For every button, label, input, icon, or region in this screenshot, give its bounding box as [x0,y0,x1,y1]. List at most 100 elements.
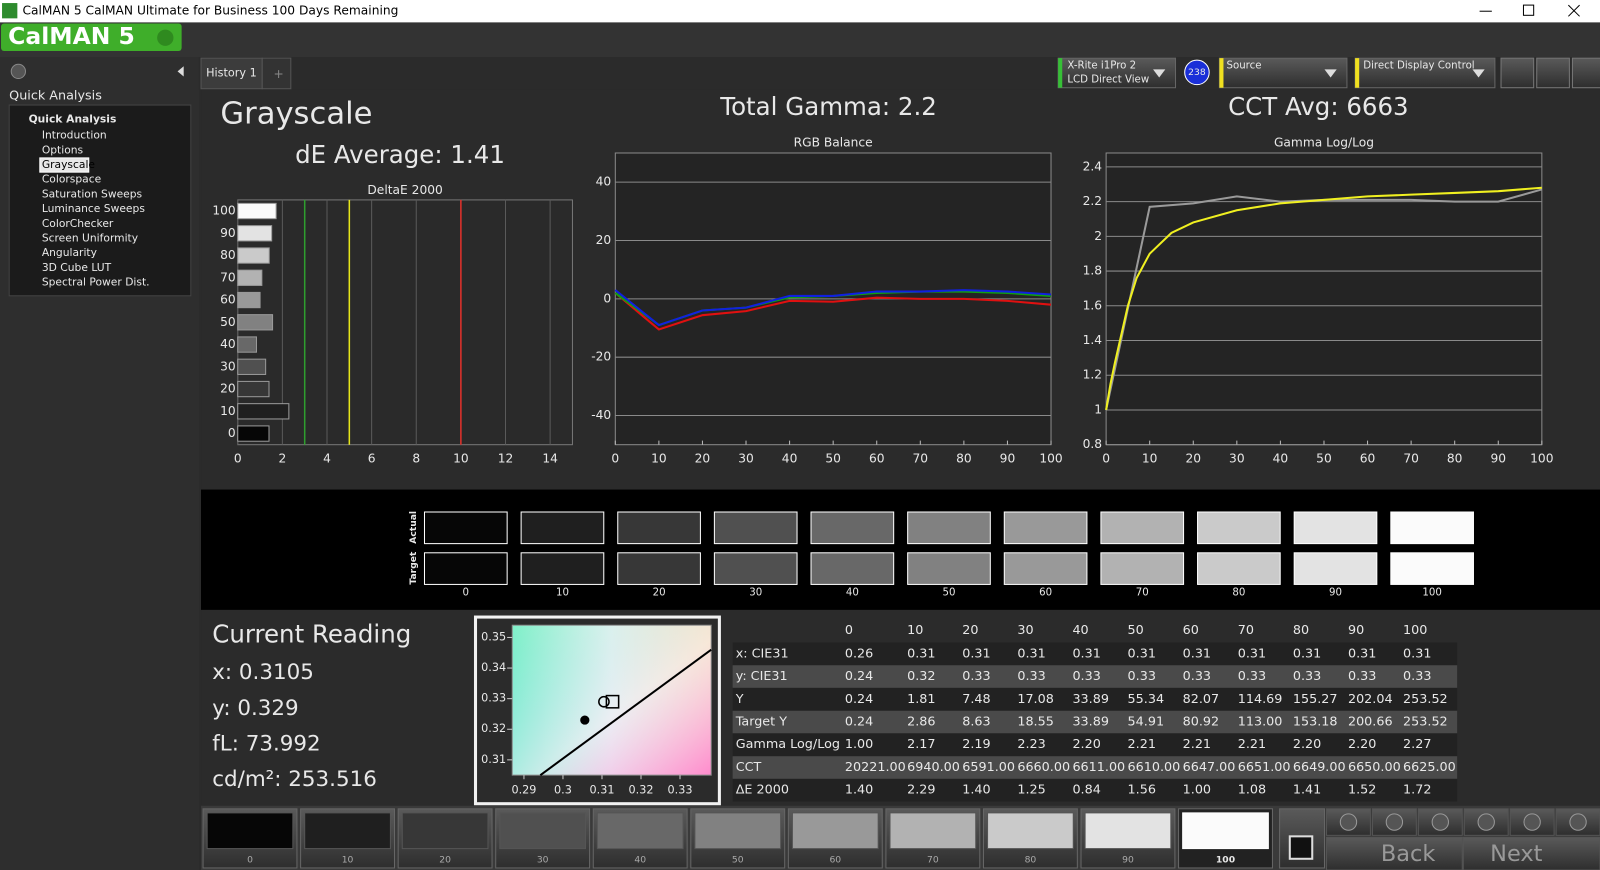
logo-text: CalMAN 5 [8,22,135,50]
x-tick-label: 0.3 [554,783,572,796]
table-cell: 0.31 [1072,646,1100,661]
tree-item[interactable]: Options [42,143,84,156]
next-button[interactable] [1462,836,1600,870]
target-swatch [520,552,605,585]
chart-title: Gamma Log/Log [1274,135,1374,149]
actual-swatch [1390,511,1474,545]
tree-item[interactable]: Colorspace [42,173,102,186]
row-label: Y [735,692,744,707]
title-bar [0,0,1600,23]
target-label: Target [408,551,419,585]
table-cell: 0.33 [1238,669,1266,684]
logo-dropdown[interactable] [157,29,174,46]
meter-badge-label: 238 [1188,67,1206,78]
bar [237,247,270,264]
table-cell: 0.26 [845,646,873,661]
table-cell: 6610.00 [1128,760,1181,775]
table-cell: 2.20 [1072,737,1100,752]
table-cell: 6625.00 [1403,760,1456,775]
previous-point [580,715,590,725]
source-select-arrow [1324,69,1337,78]
app-bar [0,22,1600,58]
swatch-strip [201,489,1600,610]
table-cell: 6649.00 [1293,760,1346,775]
window-title: CalMAN 5 CalMAN Ultimate for Business 10… [22,4,398,18]
actual-swatch [617,511,701,545]
maximize-icon[interactable] [1522,4,1535,16]
target-swatch [713,552,798,585]
table-row [732,710,1458,734]
meter-badge[interactable] [1184,59,1210,86]
table-row [732,688,1458,711]
x-tick-label: 0.32 [629,783,654,796]
actual-swatch [520,511,605,545]
table-cell: 1.00 [845,737,873,752]
bar [237,314,274,331]
tree-item[interactable]: Introduction [42,129,107,142]
row-label: x: CIE31 [736,646,789,661]
patch-label: 70 [927,854,939,865]
logo[interactable] [1,23,182,51]
actual-swatch [1293,511,1378,545]
y-tick-label: 0.34 [481,661,506,674]
table-cell: 0.31 [907,646,935,661]
tree-item[interactable]: Angularity [42,246,98,259]
next-label[interactable]: Next [1490,841,1542,867]
table-cell: 6660.00 [1017,760,1070,775]
reading-value: y: 0.329 [212,696,298,721]
table-cell: 54.91 [1128,715,1165,730]
y-tick-label: 0.33 [481,692,506,705]
table-row [732,642,1458,665]
patch-swatch [304,812,391,850]
table-cell: 0.31 [1238,646,1266,661]
settings-button[interactable] [1500,57,1535,89]
control-button[interactable] [1509,808,1555,836]
add-tab[interactable] [261,57,292,90]
back-label[interactable]: Back [1381,841,1435,867]
tree-item[interactable]: Spectral Power Dist. [42,276,150,289]
table-header: 0 [845,623,853,638]
table-cell: 0.24 [845,692,873,707]
source-select[interactable] [1218,57,1348,89]
table-row [732,779,1458,802]
tab[interactable] [200,57,263,90]
table-cell: 6591.00 [962,760,1015,775]
swatch-level: 60 [1039,588,1052,599]
tab-label[interactable]: History 1 [206,66,257,79]
close-icon[interactable] [1568,4,1580,17]
chart-title: RGB Balance [794,135,873,149]
table-cell: 20221.00 [845,760,906,775]
tree-item[interactable]: Grayscale [42,158,96,171]
x-tick-label: 70 [1403,451,1419,465]
swatch-level: 30 [749,588,762,599]
tree-item[interactable]: 3D Cube LUT [42,261,112,274]
add-tab-label[interactable]: + [273,67,283,81]
swatch-level: 90 [1329,588,1342,599]
tree-item[interactable]: Luminance Sweeps [42,202,145,215]
tree-item[interactable]: Screen Uniformity [42,231,139,244]
x-tick-label: 0 [1102,451,1110,465]
x-tick-label: 30 [738,451,754,465]
patch-swatch [987,812,1074,850]
target-point [605,694,620,709]
actual-swatch [1197,511,1281,545]
display-select[interactable] [1354,57,1496,89]
collapse-button[interactable] [1571,57,1600,89]
tree-item[interactable]: Saturation Sweeps [42,187,143,200]
table-cell: 0.31 [1017,646,1045,661]
table-cell: 0.33 [1348,669,1376,684]
table-row [732,665,1458,688]
table-cell: 0.31 [1348,646,1376,661]
back-button[interactable] [1326,836,1463,870]
tree-item[interactable]: ColorChecker [42,217,114,230]
y-tick-label: 1.6 [1083,298,1103,312]
table-cell: 0.24 [845,669,873,684]
sidebar-pin[interactable] [10,63,27,80]
table-cell: 6647.00 [1183,760,1236,775]
tree-root[interactable]: Quick Analysis [29,112,117,125]
help-button[interactable] [1536,57,1570,89]
swatch-level: 40 [846,588,859,599]
patch-label: 50 [732,854,744,865]
sidebar-collapse[interactable] [177,66,184,77]
